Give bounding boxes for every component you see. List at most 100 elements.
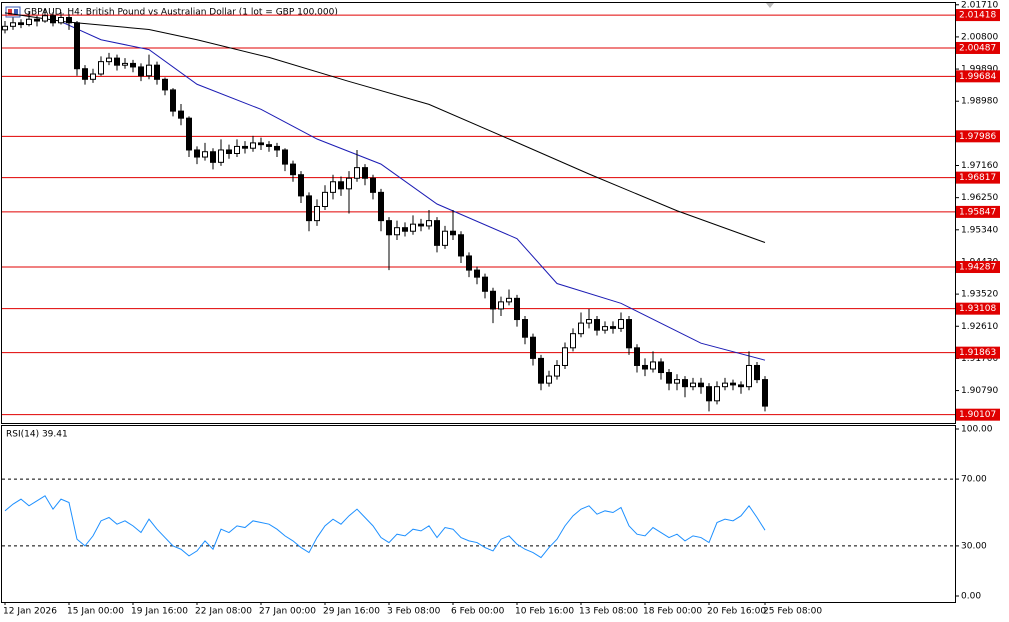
x-tick-label: 25 Feb 08:00 [763, 607, 822, 617]
level-tag [956, 302, 1000, 315]
candle-body [170, 89, 176, 112]
candle-body [610, 326, 616, 329]
candle-body [362, 167, 368, 179]
candle-body [250, 142, 256, 149]
x-tick-label: 6 Feb 00:00 [451, 607, 505, 617]
candle-body [698, 382, 704, 388]
candle-body [90, 73, 96, 80]
candle-body [2, 25, 8, 31]
candle-body [442, 230, 448, 246]
candle-body [650, 361, 656, 370]
candle-body [546, 375, 552, 384]
level-tag [956, 41, 1000, 54]
candle-body [154, 64, 160, 80]
level-label: 1.99684 [959, 72, 996, 82]
y-tick-label: 1.91700 [961, 354, 998, 364]
x-tick-label: 12 Jan 2026 [3, 607, 57, 617]
candle-body [18, 22, 24, 26]
candle-body [378, 191, 384, 222]
level-label: 1.93108 [959, 304, 996, 314]
candle-body [634, 347, 640, 366]
candle-body [594, 319, 600, 331]
candle-body [138, 66, 144, 77]
candle-body [514, 297, 520, 321]
candle-body [482, 276, 488, 292]
candle-body [410, 223, 416, 232]
level-tag [956, 205, 1000, 218]
candle-body [290, 163, 296, 176]
candle-body [234, 145, 240, 155]
candle-body [146, 64, 152, 77]
moving-average [4, 12, 766, 244]
candle-body [26, 18, 32, 26]
y-tick-label: 1.93520 [961, 290, 998, 300]
shift-marker [766, 3, 774, 8]
y-tick-label: 1.95340 [961, 225, 998, 235]
symbol-icon [5, 6, 21, 18]
y-tick-label: 1.99890 [961, 65, 998, 75]
candle-body [754, 364, 760, 381]
candle-body [554, 364, 560, 377]
candle-body [50, 15, 56, 24]
price-panel [1, 2, 956, 424]
level-tag [956, 130, 1000, 143]
candle-body [162, 78, 168, 91]
candle-body [266, 144, 272, 147]
candle-body [258, 142, 264, 146]
x-tick-label: 18 Feb 00:00 [643, 607, 702, 617]
candle-body [458, 234, 464, 257]
candle-body [426, 220, 432, 227]
level-label: 1.94287 [959, 263, 996, 273]
candle-body [226, 149, 232, 155]
candle-body [386, 220, 392, 236]
candle-body [314, 205, 320, 222]
candle-body [354, 167, 360, 179]
level-label: 1.96817 [959, 173, 996, 183]
candle-body [586, 319, 592, 324]
candle-body [498, 301, 504, 310]
candle-body [10, 22, 16, 27]
rsi-panel [1, 425, 956, 603]
level-label: 1.91863 [959, 348, 996, 358]
candle-body [730, 382, 736, 386]
candle-body [194, 149, 200, 158]
x-tick-label: 3 Feb 08:00 [387, 607, 441, 617]
y-tick-label: 1.92610 [961, 322, 998, 332]
candle-body [402, 227, 408, 232]
candle-body [82, 68, 88, 80]
y-tick-label: 1.98980 [961, 97, 998, 107]
candle-body [74, 22, 80, 70]
candle-body [562, 347, 568, 366]
candle-body [202, 151, 208, 158]
candle-body [418, 223, 424, 227]
candle-body [98, 61, 104, 75]
candle-body [210, 151, 216, 163]
candle-body [690, 382, 696, 388]
y-tick-label: 30.00 [961, 541, 987, 551]
candle-body [490, 290, 496, 310]
candle-body [506, 297, 512, 303]
candle-body [42, 15, 48, 22]
candle-body [346, 177, 352, 190]
level-tag [956, 9, 1000, 22]
level-tag [956, 346, 1000, 359]
candle-body [450, 230, 456, 236]
candle-body [722, 382, 728, 388]
x-tick-label: 20 Feb 16:00 [707, 607, 766, 617]
x-tick-label: 13 Feb 08:00 [579, 607, 638, 617]
candle-body [338, 181, 344, 190]
x-tick-label: 27 Jan 00:00 [259, 607, 316, 617]
candle-body [34, 18, 40, 22]
candle-body [106, 57, 112, 63]
level-label: 1.95847 [959, 207, 996, 217]
candle-body [130, 62, 136, 68]
level-label: 2.00487 [959, 43, 996, 53]
y-tick-label: 2.01710 [961, 0, 998, 10]
candle-body [658, 361, 664, 374]
candle-body [578, 322, 584, 335]
rsi-line [4, 495, 766, 559]
candle-body [330, 181, 336, 193]
candle-body [530, 336, 536, 359]
y-tick-label: 100.00 [961, 425, 993, 435]
level-tag [956, 261, 1000, 274]
